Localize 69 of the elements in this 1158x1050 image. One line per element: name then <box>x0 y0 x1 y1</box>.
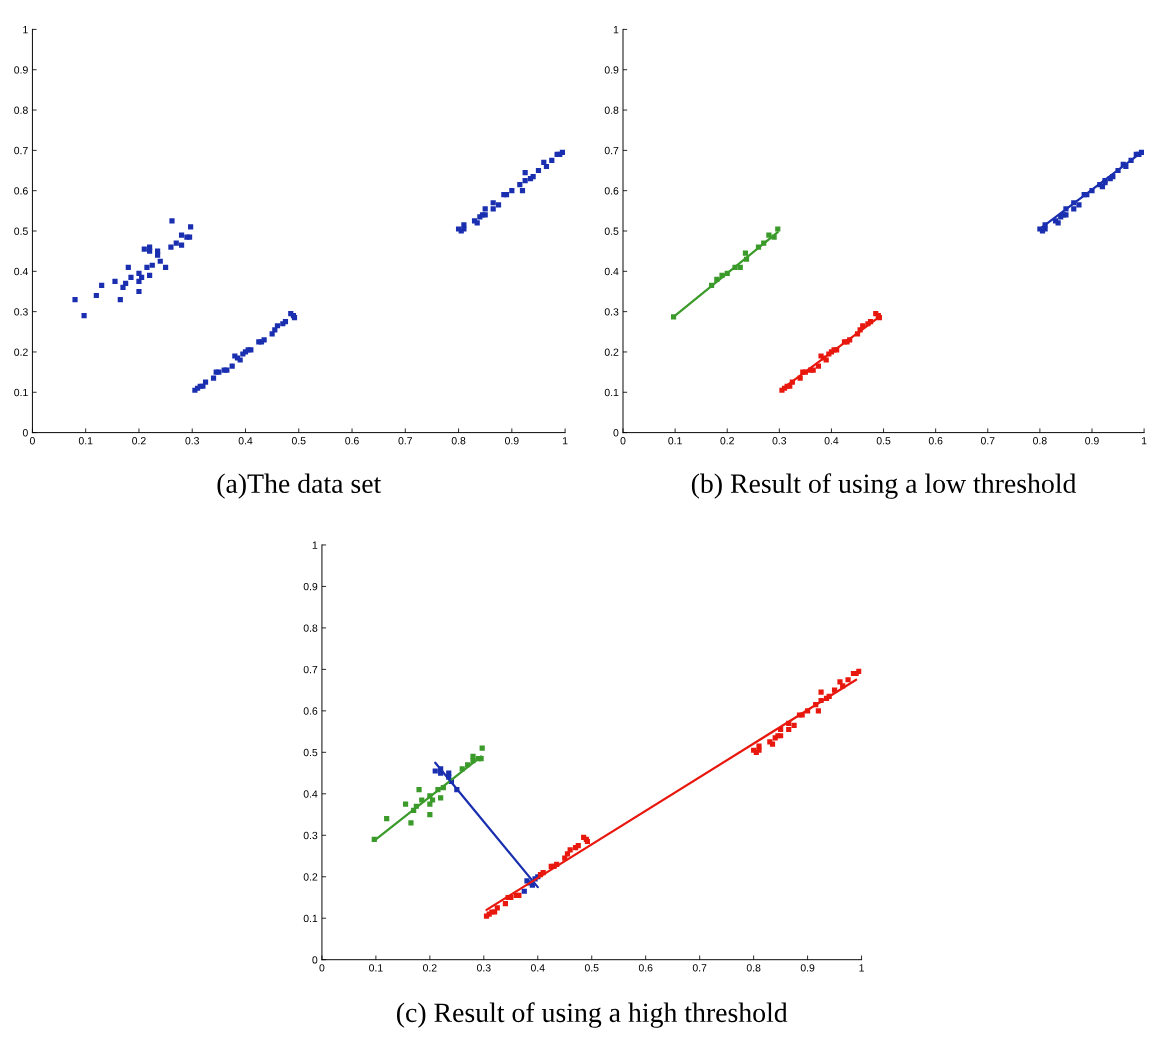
x-tick-label: 0.6 <box>638 964 653 972</box>
y-tick-label: 0.3 <box>303 831 318 840</box>
text: (c) Result of using a high threshold <box>397 1002 788 1028</box>
x-tick-label: 0.5 <box>876 437 891 445</box>
x-tick-label: 0 <box>319 964 325 972</box>
y-tick-label: 0.9 <box>604 66 619 74</box>
y-tick-label: 0 <box>312 956 318 964</box>
x-tick-label: 0.4 <box>530 964 545 972</box>
x-tick-label: 1 <box>859 964 864 972</box>
y-tick-label: 0.7 <box>604 146 619 155</box>
x-tick-label: 0.3 <box>772 437 787 445</box>
y-tick-label: 0.8 <box>604 106 619 114</box>
x-tick-label: 0 <box>620 437 626 445</box>
y-tick-label: 0.4 <box>604 267 619 276</box>
x-tick-label: 0.7 <box>398 437 413 445</box>
y-tick-label: 0.8 <box>303 624 318 632</box>
text: (b) Result of using a low threshold <box>691 473 1077 499</box>
x-tick-label: 0.1 <box>668 437 682 445</box>
x-tick-label: 0 <box>29 437 35 445</box>
y-tick-label: 0.5 <box>14 227 28 235</box>
x-tick-label: 0.9 <box>505 437 519 445</box>
x-tick-label: 0.9 <box>800 964 815 972</box>
x-tick-label: 0.2 <box>132 437 146 445</box>
x-tick-label: 0.4 <box>238 437 253 445</box>
y-tick-label: 0.6 <box>604 187 619 195</box>
x-tick-label: 0.1 <box>369 964 383 972</box>
y-tick-label: 0.5 <box>604 227 619 235</box>
y-tick-label: 1 <box>312 541 318 549</box>
x-tick-label: 0.4 <box>824 437 839 445</box>
y-tick-label: 0.3 <box>14 308 28 316</box>
x-tick-label: 0.1 <box>78 437 93 445</box>
y-tick-label: 0.2 <box>303 873 318 881</box>
x-tick-label: 0.8 <box>1033 437 1047 445</box>
x-tick-label: 0.9 <box>1085 437 1099 445</box>
y-tick-label: 0.9 <box>14 66 28 74</box>
y-tick-label: 0.7 <box>303 665 318 674</box>
y-tick-label: 0.3 <box>604 308 619 316</box>
x-tick-label: 0.6 <box>345 437 359 445</box>
x-tick-label: 0.2 <box>720 437 734 445</box>
y-tick-label: 0.1 <box>604 388 619 397</box>
y-tick-label: 0.4 <box>14 267 28 276</box>
y-tick-label: 0.6 <box>303 707 318 715</box>
x-tick-label: 0.7 <box>980 437 995 445</box>
x-tick-label: 0.8 <box>746 964 761 972</box>
y-tick-label: 0.1 <box>303 914 318 923</box>
y-tick-label: 0.2 <box>604 348 619 356</box>
y-tick-label: 0.9 <box>303 582 318 591</box>
x-tick-label: 0.7 <box>692 964 707 972</box>
y-tick-label: 0 <box>22 429 28 437</box>
x-tick-label: 0.2 <box>423 964 437 972</box>
y-tick-label: 0.7 <box>14 146 28 155</box>
x-tick-label: 0.5 <box>291 437 306 445</box>
x-tick-label: 1 <box>1142 437 1147 445</box>
y-tick-label: 0.5 <box>303 748 318 757</box>
text: (a)The data set <box>217 473 382 499</box>
x-tick-label: 0.5 <box>584 964 599 972</box>
x-tick-label: 1 <box>563 437 568 445</box>
x-tick-label: 0.3 <box>185 437 200 445</box>
x-tick-label: 0.3 <box>476 964 491 972</box>
y-tick-label: 1 <box>23 26 28 34</box>
y-tick-label: 1 <box>613 26 619 34</box>
x-tick-label: 0.6 <box>928 437 943 445</box>
y-tick-label: 0.4 <box>303 790 318 798</box>
y-tick-label: 0.6 <box>14 187 28 195</box>
y-tick-label: 0 <box>613 429 619 437</box>
y-tick-label: 0.2 <box>14 348 28 356</box>
y-tick-label: 0.1 <box>14 388 28 397</box>
y-tick-label: 0.8 <box>14 106 28 114</box>
x-tick-label: 0.8 <box>451 437 466 445</box>
